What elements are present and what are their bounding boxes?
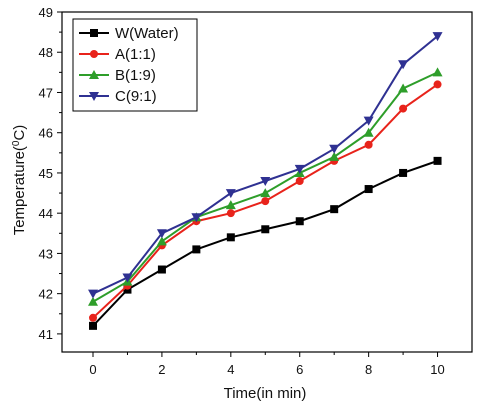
y-axis-title: Temperature(0C) (11, 125, 29, 236)
data-point (294, 164, 305, 174)
x-tick-label: 6 (296, 362, 303, 377)
x-tick-label: 4 (227, 362, 234, 377)
data-point (329, 151, 340, 161)
data-point (260, 176, 271, 186)
data-point (156, 229, 167, 239)
data-point (432, 32, 443, 42)
data-point (399, 168, 408, 177)
x-tick-label: 0 (89, 362, 96, 377)
legend-marker (90, 29, 98, 37)
data-point (89, 313, 98, 322)
series-group (88, 32, 443, 330)
x-tick-label: 8 (365, 362, 372, 377)
data-point (363, 127, 374, 137)
data-point (225, 200, 236, 210)
data-point (261, 197, 270, 206)
series-0 (89, 156, 442, 330)
legend-marker (89, 92, 99, 101)
data-point (295, 176, 304, 185)
data-point (398, 60, 409, 70)
data-point (329, 144, 340, 154)
series-1 (89, 80, 442, 322)
legend-marker (90, 50, 98, 58)
data-point (122, 273, 133, 283)
plot-frame (61, 11, 473, 353)
series-3 (88, 32, 443, 299)
data-point (433, 156, 442, 165)
y-tick-label: 48 (39, 45, 53, 60)
y-tick-label: 41 (39, 327, 53, 342)
data-point (225, 189, 236, 199)
data-point (260, 188, 271, 198)
data-point (364, 185, 373, 194)
series-2 (88, 67, 443, 306)
data-point (89, 321, 98, 330)
data-point (123, 285, 132, 294)
legend-label: B(1:9) (115, 67, 156, 84)
data-point (88, 296, 99, 306)
x-tick-label: 10 (430, 362, 444, 377)
data-point (192, 245, 201, 254)
data-point (226, 233, 235, 242)
y-tick-label: 44 (39, 206, 53, 221)
data-point (295, 217, 304, 226)
y-tick-label: 43 (39, 246, 53, 261)
data-point (364, 140, 373, 149)
y-tick-label: 49 (39, 5, 53, 20)
x-tick-label: 2 (158, 362, 165, 377)
legend-label: A(1:1) (115, 46, 156, 63)
x-axis-title: Time(in min) (224, 385, 307, 402)
legend-marker (89, 70, 99, 79)
legend-label: C(9:1) (115, 88, 157, 105)
data-point (398, 83, 409, 93)
data-point (191, 213, 202, 223)
data-point (432, 67, 443, 77)
legend-label: W(Water) (115, 25, 179, 42)
y-tick-label: 45 (39, 166, 53, 181)
data-point (157, 265, 166, 274)
y-tick-label: 46 (39, 126, 53, 141)
y-tick-label: 47 (39, 85, 53, 100)
data-point (261, 225, 270, 234)
data-point (226, 209, 235, 218)
plot-area (61, 11, 473, 353)
data-point (363, 116, 374, 126)
y-tick-label: 42 (39, 287, 53, 302)
data-point (88, 289, 99, 299)
data-point (399, 104, 408, 113)
legend: W(Water) A(1:1) B(1:9) C(9:1) (72, 18, 198, 112)
data-point (433, 80, 442, 89)
data-point (330, 205, 339, 214)
data-point (156, 236, 167, 246)
